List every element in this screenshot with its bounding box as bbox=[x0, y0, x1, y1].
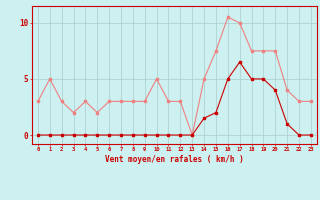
X-axis label: Vent moyen/en rafales ( km/h ): Vent moyen/en rafales ( km/h ) bbox=[105, 155, 244, 164]
